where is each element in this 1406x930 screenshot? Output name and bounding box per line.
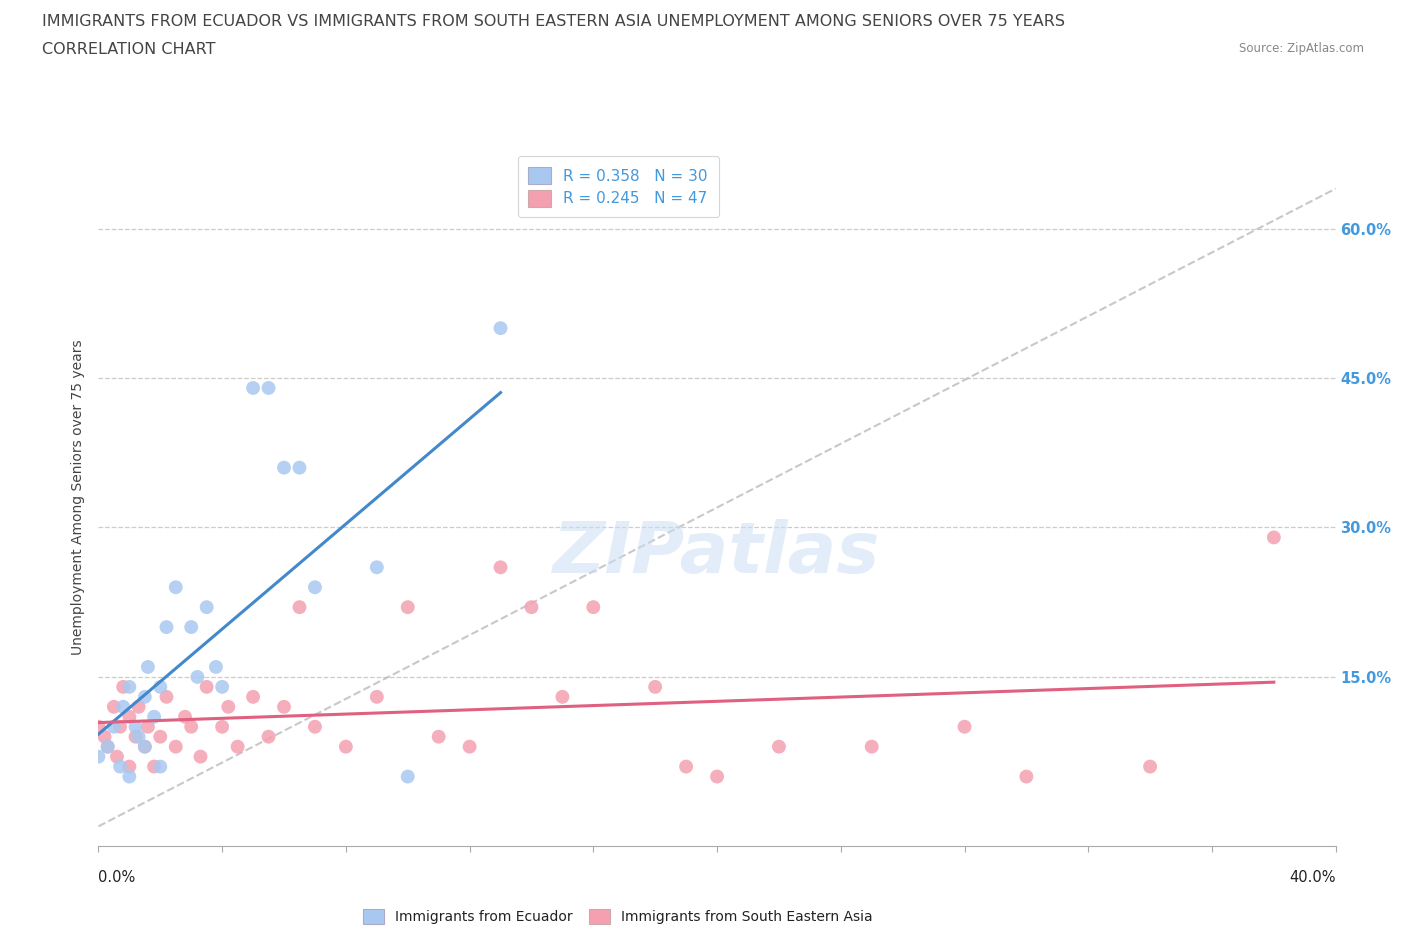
Point [582,600,605,615]
Text: IMMIGRANTS FROM ECUADOR VS IMMIGRANTS FROM SOUTH EASTERN ASIA UNEMPLOYMENT AMONG: IMMIGRANTS FROM ECUADOR VS IMMIGRANTS FR… [42,14,1066,29]
Point [97,739,120,754]
Point [165,739,187,754]
Point [108,719,131,734]
Point [174,710,197,724]
Point [134,689,156,704]
Point [105,750,128,764]
Point [186,670,208,684]
Point [205,659,228,674]
Point [118,759,141,774]
Point [257,380,280,395]
Point [396,769,419,784]
Point [155,689,177,704]
Point [134,739,156,754]
Text: ZIPatlas: ZIPatlas [554,519,880,588]
Point [103,699,125,714]
Point [335,739,357,754]
Point [273,699,295,714]
Point [149,680,172,695]
Point [103,719,125,734]
Point [180,619,202,634]
Point [257,729,280,744]
Legend: Immigrants from Ecuador, Immigrants from South Eastern Asia: Immigrants from Ecuador, Immigrants from… [357,904,879,930]
Point [288,460,311,475]
Point [124,719,146,734]
Point [143,710,166,724]
Point [860,739,883,754]
Point [226,739,249,754]
Point [551,689,574,704]
Point [520,600,543,615]
Point [87,750,110,764]
Point [112,680,135,695]
Text: 40.0%: 40.0% [1289,870,1336,884]
Point [97,739,120,754]
Point [128,729,150,744]
Point [366,560,388,575]
Point [155,619,177,634]
Point [489,560,512,575]
Point [134,739,156,754]
Point [1263,530,1285,545]
Point [93,729,115,744]
Point [217,699,239,714]
Point [195,600,218,615]
Point [675,759,697,774]
Point [396,600,419,615]
Point [366,689,388,704]
Point [190,750,212,764]
Point [211,680,233,695]
Point [136,659,159,674]
Point [1015,769,1038,784]
Point [87,719,110,734]
Y-axis label: Unemployment Among Seniors over 75 years: Unemployment Among Seniors over 75 years [72,339,86,656]
Point [242,380,264,395]
Point [768,739,790,754]
Point [458,739,481,754]
Point [304,579,326,594]
Point [118,710,141,724]
Point [644,680,666,695]
Point [706,769,728,784]
Point [118,769,141,784]
Point [273,460,295,475]
Point [427,729,450,744]
Point [304,719,326,734]
Point [489,321,512,336]
Point [124,729,146,744]
Text: 0.0%: 0.0% [98,870,135,884]
Text: CORRELATION CHART: CORRELATION CHART [42,42,215,57]
Point [108,759,131,774]
Point [195,680,218,695]
Point [288,600,311,615]
Point [1139,759,1161,774]
Point [128,699,150,714]
Point [149,759,172,774]
Point [242,689,264,704]
Point [112,699,135,714]
Point [143,759,166,774]
Point [211,719,233,734]
Point [118,680,141,695]
Point [165,579,187,594]
Point [953,719,976,734]
Point [136,719,159,734]
Text: Source: ZipAtlas.com: Source: ZipAtlas.com [1239,42,1364,55]
Point [149,729,172,744]
Point [180,719,202,734]
